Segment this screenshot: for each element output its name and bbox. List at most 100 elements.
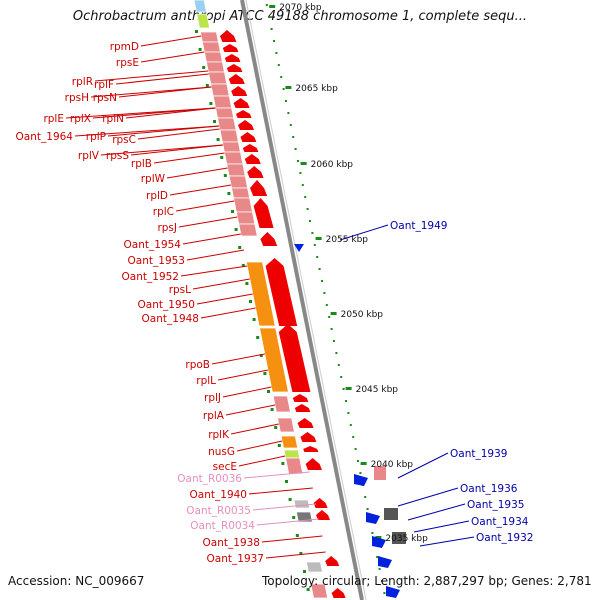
leader-line bbox=[130, 144, 224, 156]
leader-line bbox=[211, 353, 265, 365]
leader-line bbox=[261, 535, 323, 543]
gene-label: Oant_1952 bbox=[122, 271, 179, 283]
gene-arrow bbox=[378, 556, 392, 568]
scale-label: 2060 kbp bbox=[311, 160, 354, 170]
gene-block bbox=[193, 0, 207, 13]
gene-label: Oant_1948 bbox=[142, 313, 199, 325]
gene-arrow bbox=[294, 404, 311, 412]
leader-line bbox=[94, 70, 209, 82]
leader-line bbox=[265, 551, 326, 559]
gene-label: Oant_1934 bbox=[471, 516, 529, 528]
gene-arrow bbox=[316, 510, 330, 520]
leader-line bbox=[256, 518, 320, 526]
gene-arrow bbox=[354, 474, 368, 486]
gene-block bbox=[295, 511, 313, 523]
gene-block bbox=[305, 561, 323, 573]
gene-arrow bbox=[224, 54, 241, 62]
leader-line bbox=[217, 369, 269, 381]
gene-block bbox=[226, 163, 246, 177]
gene-arrow bbox=[325, 556, 340, 566]
leader-line bbox=[225, 404, 276, 416]
gene-label: Oant_R0036 bbox=[177, 473, 242, 485]
gene-arrow bbox=[250, 180, 268, 196]
gene-label: rpsH bbox=[65, 92, 89, 104]
gene-label: rpsL bbox=[169, 284, 191, 296]
leader-line bbox=[137, 128, 220, 140]
gene-label: Oant_R0035 bbox=[186, 505, 251, 517]
gene-label: Oant_1949 bbox=[390, 220, 447, 232]
leader-line bbox=[236, 440, 283, 452]
leader-line bbox=[175, 200, 235, 212]
scale-label: 2055 kbp bbox=[326, 235, 369, 245]
gene-arrow bbox=[265, 258, 298, 326]
gene-arrow bbox=[233, 98, 250, 108]
gene-arrow bbox=[366, 512, 380, 524]
gene-arrow bbox=[238, 120, 254, 130]
gene-label: rplL bbox=[196, 375, 216, 387]
gene-label: Oant_R0034 bbox=[190, 520, 255, 532]
gene-arrow bbox=[305, 458, 322, 470]
gene-label: Oant_1935 bbox=[467, 499, 524, 511]
gene-label: rplE bbox=[43, 113, 64, 125]
gene-label: rplK bbox=[208, 429, 230, 441]
leader-line bbox=[100, 144, 224, 156]
gene-arrow bbox=[300, 432, 317, 442]
leader-line bbox=[243, 471, 310, 479]
leader-line bbox=[180, 265, 248, 277]
gene-label: Oant_1939 bbox=[450, 448, 507, 460]
gene-label: rpmD bbox=[110, 41, 139, 53]
chromosome-backbone-edge bbox=[245, 0, 367, 600]
gene-block bbox=[280, 435, 299, 449]
gene-block bbox=[235, 211, 256, 225]
gene-label: secE bbox=[213, 461, 237, 473]
gene-block bbox=[392, 532, 406, 544]
gene-label: rplA bbox=[203, 410, 225, 422]
gene-label: rplC bbox=[153, 206, 174, 218]
gene-label: Oant_1940 bbox=[190, 489, 247, 501]
gene-label: Oant_1964 bbox=[16, 131, 74, 143]
leader-line bbox=[407, 503, 466, 521]
gene-arrow bbox=[240, 132, 257, 142]
major-tick bbox=[300, 162, 307, 165]
gene-arrow bbox=[242, 144, 259, 152]
major-tick bbox=[330, 312, 337, 315]
gene-arrow bbox=[297, 418, 314, 428]
scale-label: 2070 kbp bbox=[279, 3, 322, 13]
leader-line bbox=[166, 167, 228, 179]
gene-arrow bbox=[313, 498, 328, 508]
gene-label: rpsC bbox=[112, 134, 136, 146]
leader-line bbox=[397, 452, 449, 479]
leader-line bbox=[140, 35, 202, 47]
gene-arrow bbox=[292, 394, 309, 402]
leader-line bbox=[248, 487, 313, 495]
scale-label: 2035 kbp bbox=[385, 534, 428, 544]
gene-label: rplP bbox=[86, 131, 106, 143]
gene-block bbox=[199, 31, 219, 43]
gene-label: Oant_1938 bbox=[203, 537, 260, 549]
scale-label: 2040 kbp bbox=[371, 460, 414, 470]
gene-block bbox=[272, 395, 291, 413]
gene-label: rpsE bbox=[116, 57, 139, 69]
scale-label: 2050 kbp bbox=[341, 310, 384, 320]
scale-label: 2065 kbp bbox=[295, 84, 338, 94]
leader-line bbox=[397, 487, 459, 507]
gene-arrow bbox=[260, 232, 278, 246]
major-tick bbox=[269, 5, 276, 8]
gene-block bbox=[245, 261, 276, 327]
leader-line bbox=[169, 184, 232, 196]
gene-arrow bbox=[247, 166, 264, 178]
gene-block bbox=[285, 457, 304, 475]
gene-arrow bbox=[222, 44, 239, 52]
leader-line bbox=[238, 455, 286, 467]
gene-label: rpoB bbox=[185, 359, 210, 371]
leader-line bbox=[115, 73, 209, 85]
gene-block bbox=[310, 583, 329, 599]
gene-label: rpsN bbox=[93, 92, 117, 104]
major-tick bbox=[375, 536, 382, 539]
gene-arrow bbox=[372, 536, 386, 548]
gene-arrow bbox=[253, 198, 274, 228]
gene-block bbox=[217, 117, 237, 131]
major-tick bbox=[315, 237, 322, 240]
gene-label: rpsS bbox=[106, 150, 129, 162]
